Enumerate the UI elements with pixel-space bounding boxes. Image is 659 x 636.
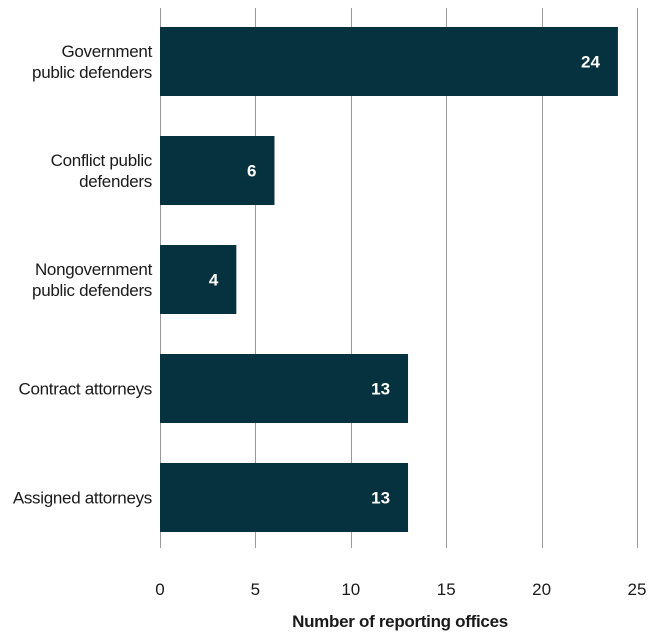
bar-value-label: 13 bbox=[371, 380, 390, 399]
bar-value-label: 4 bbox=[209, 271, 219, 290]
bar bbox=[160, 136, 275, 205]
bar-value-label: 6 bbox=[247, 162, 256, 181]
x-tick-label: 10 bbox=[341, 580, 360, 599]
bar-value-label: 24 bbox=[581, 53, 600, 72]
gridlines bbox=[160, 8, 638, 548]
category-label: Contract attorneys bbox=[19, 380, 153, 399]
category-label: Nongovernment public defenders bbox=[32, 260, 153, 300]
bars: 24 6 4 13 13 bbox=[160, 27, 618, 532]
x-tick-label: 25 bbox=[628, 580, 647, 599]
bar bbox=[160, 245, 237, 314]
x-tick-label: 20 bbox=[532, 580, 551, 599]
x-axis-title: Number of reporting offices bbox=[292, 612, 508, 631]
bar-value-label: 13 bbox=[371, 489, 390, 508]
bar bbox=[160, 27, 618, 96]
bar bbox=[160, 463, 409, 532]
x-tick-label: 0 bbox=[155, 580, 164, 599]
category-label: Government public defenders bbox=[32, 42, 153, 82]
bar bbox=[160, 354, 409, 423]
x-tick-label: 15 bbox=[437, 580, 456, 599]
x-tick-label: 5 bbox=[251, 580, 260, 599]
category-labels: Government public defenders Conflict publi… bbox=[13, 42, 153, 508]
x-axis-ticks: 0 5 10 15 20 25 bbox=[155, 580, 646, 599]
category-label: Conflict public defenders bbox=[51, 151, 153, 191]
category-label: Assigned attorneys bbox=[13, 489, 152, 508]
